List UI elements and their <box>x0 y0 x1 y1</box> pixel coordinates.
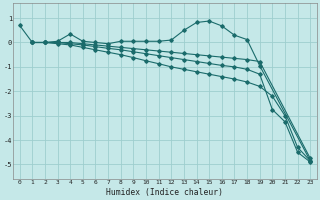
X-axis label: Humidex (Indice chaleur): Humidex (Indice chaleur) <box>107 188 223 197</box>
